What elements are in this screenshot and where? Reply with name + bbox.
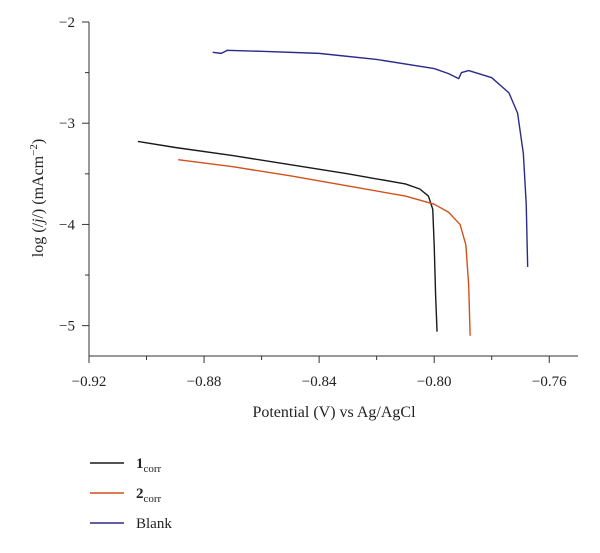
legend: 1corr 2corr Blank: [90, 456, 172, 532]
y-tick-label: −5: [59, 319, 75, 335]
x-tick-label: −0.92: [72, 374, 107, 390]
y-tick-label: −2: [59, 15, 75, 31]
x-tick-label: −0.88: [187, 374, 222, 390]
series-line-2: [178, 158, 471, 336]
x-tick-label: −0.80: [417, 374, 452, 390]
legend-label-2: 2corr: [136, 486, 162, 505]
y-axis-title: log (/j/) (mAcm−2): [28, 139, 47, 257]
y-tick-label: −3: [59, 116, 75, 132]
y-tick-label: −4: [59, 217, 75, 233]
x-axis-title: Potential (V) vs Ag/AgCl: [252, 404, 416, 421]
y-axis: −2 −3 −4 −5: [59, 15, 90, 356]
series-line-3: [212, 49, 529, 267]
legend-label-1: 1corr: [136, 456, 162, 475]
series-layer: [137, 49, 529, 336]
x-tick-label: −0.76: [532, 374, 567, 390]
x-tick-label: −0.84: [302, 374, 337, 390]
series-line-1: [137, 140, 438, 332]
legend-label-3: Blank: [136, 516, 172, 532]
x-axis: −0.92 −0.88 −0.84 −0.80 −0.76: [72, 355, 578, 390]
